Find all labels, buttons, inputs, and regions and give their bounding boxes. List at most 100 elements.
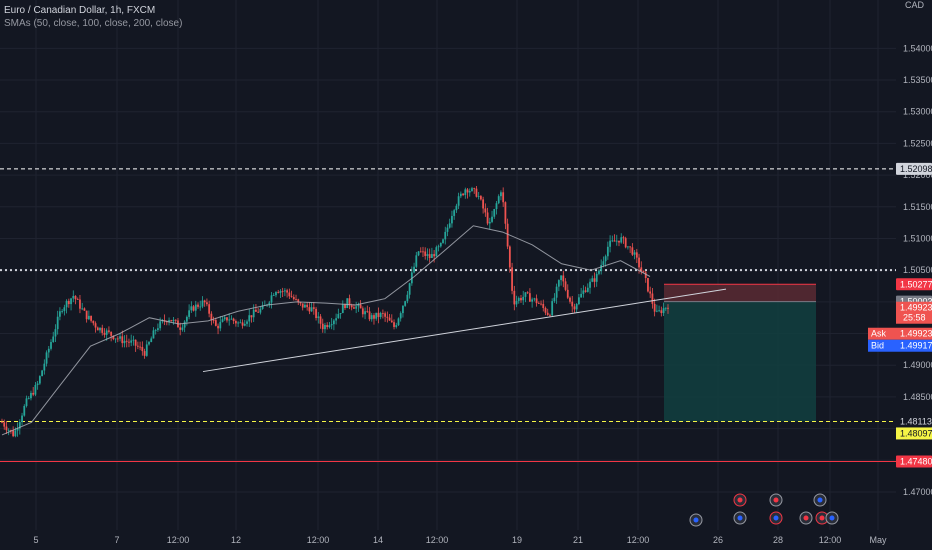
candle-body	[564, 281, 567, 290]
candle-body	[148, 342, 150, 345]
candle-body	[54, 329, 57, 337]
candle-body	[598, 270, 600, 274]
candle-body	[653, 303, 656, 312]
candle-body	[52, 336, 55, 343]
candle-body	[299, 302, 302, 304]
event-icon-dot	[737, 515, 743, 521]
event-icon-dot	[737, 497, 743, 503]
candle-body	[79, 299, 81, 309]
candle-body	[366, 311, 369, 313]
candle-body	[308, 307, 311, 312]
candle-body	[192, 306, 195, 311]
candle-body	[359, 304, 362, 309]
candle-body	[319, 316, 322, 324]
candle-body	[633, 252, 636, 255]
time-tick: 26	[713, 535, 723, 545]
symbol-title[interactable]: Euro / Canadian Dollar, 1h, FXCM	[4, 5, 156, 16]
candle-body	[464, 189, 467, 196]
candle-body	[76, 299, 79, 300]
candle-body	[638, 257, 640, 268]
candle-body	[252, 309, 255, 318]
tag-last-bg	[896, 301, 932, 324]
candle-body	[395, 325, 398, 327]
candle-body	[230, 318, 233, 320]
candle-body	[154, 329, 157, 331]
candle-body	[61, 311, 64, 312]
tag-support-bg	[896, 455, 932, 468]
candle-body	[275, 292, 277, 296]
candle-body	[279, 291, 282, 293]
candle-body	[183, 321, 186, 328]
candle-body	[132, 339, 135, 341]
event-icon-dot	[773, 515, 779, 521]
candle-body	[295, 299, 297, 300]
candle-body	[433, 254, 436, 257]
candle-body	[388, 317, 391, 321]
candle-body	[248, 315, 251, 322]
candle-body	[399, 313, 402, 319]
loss-zone	[664, 284, 816, 302]
candle-body	[664, 307, 667, 309]
candle-body	[477, 196, 480, 197]
indicator-label[interactable]: SMAs (50, close, 100, close, 200, close)	[4, 18, 183, 29]
candle-body	[377, 312, 380, 318]
candle-body	[631, 247, 634, 255]
candle-body	[310, 307, 313, 312]
candle-body	[114, 338, 117, 340]
candle-body	[217, 325, 219, 329]
tag-target: 1.48113	[900, 416, 932, 426]
candle-body	[655, 310, 658, 312]
candle-body	[595, 273, 598, 282]
candle-body	[130, 340, 133, 343]
candle-body	[375, 312, 378, 319]
candle-body	[660, 310, 663, 314]
candle-body	[324, 325, 326, 330]
candle-body	[482, 199, 485, 209]
event-icons[interactable]	[689, 493, 839, 527]
candle-body	[234, 321, 237, 324]
candle-body	[473, 188, 476, 190]
candle-body	[593, 278, 596, 282]
price-tick: 1.53500	[903, 75, 932, 85]
candle-body	[170, 320, 173, 322]
candle-body	[437, 246, 440, 248]
candle-body	[413, 266, 415, 273]
candle-body	[259, 308, 262, 313]
candle-body	[466, 189, 469, 193]
tag-ask-label: Ask	[871, 329, 887, 339]
price-tick: 1.49000	[903, 360, 932, 370]
candle-body	[386, 316, 389, 318]
candle-body	[504, 202, 507, 224]
candle-body	[430, 254, 433, 259]
time-tick: 14	[373, 535, 383, 545]
candle-body	[522, 296, 525, 301]
candle-body	[484, 208, 487, 213]
candle-body	[292, 297, 295, 300]
candle-body	[602, 261, 605, 265]
candle-body	[297, 299, 300, 303]
candle-body	[569, 297, 571, 302]
candle-body	[270, 295, 273, 303]
candle-body	[92, 320, 95, 324]
candle-body	[341, 304, 344, 314]
candle-body	[185, 316, 188, 322]
candle-body	[70, 298, 72, 305]
candle-body	[448, 223, 451, 228]
candle-body	[571, 301, 574, 307]
candle-body	[404, 301, 407, 306]
candle-body	[301, 303, 304, 308]
candle-body	[506, 223, 509, 247]
candle-body	[575, 303, 578, 310]
candle-body	[415, 255, 418, 267]
candle-body	[7, 430, 10, 431]
candle-body	[370, 315, 373, 320]
candle-body	[453, 210, 456, 216]
candle-body	[408, 283, 411, 295]
candle-body	[580, 293, 583, 298]
candle-body	[384, 313, 387, 317]
candle-body	[491, 216, 493, 222]
candle-body	[188, 310, 191, 317]
trendline[interactable]	[202, 288, 727, 373]
candle-body	[228, 319, 231, 321]
